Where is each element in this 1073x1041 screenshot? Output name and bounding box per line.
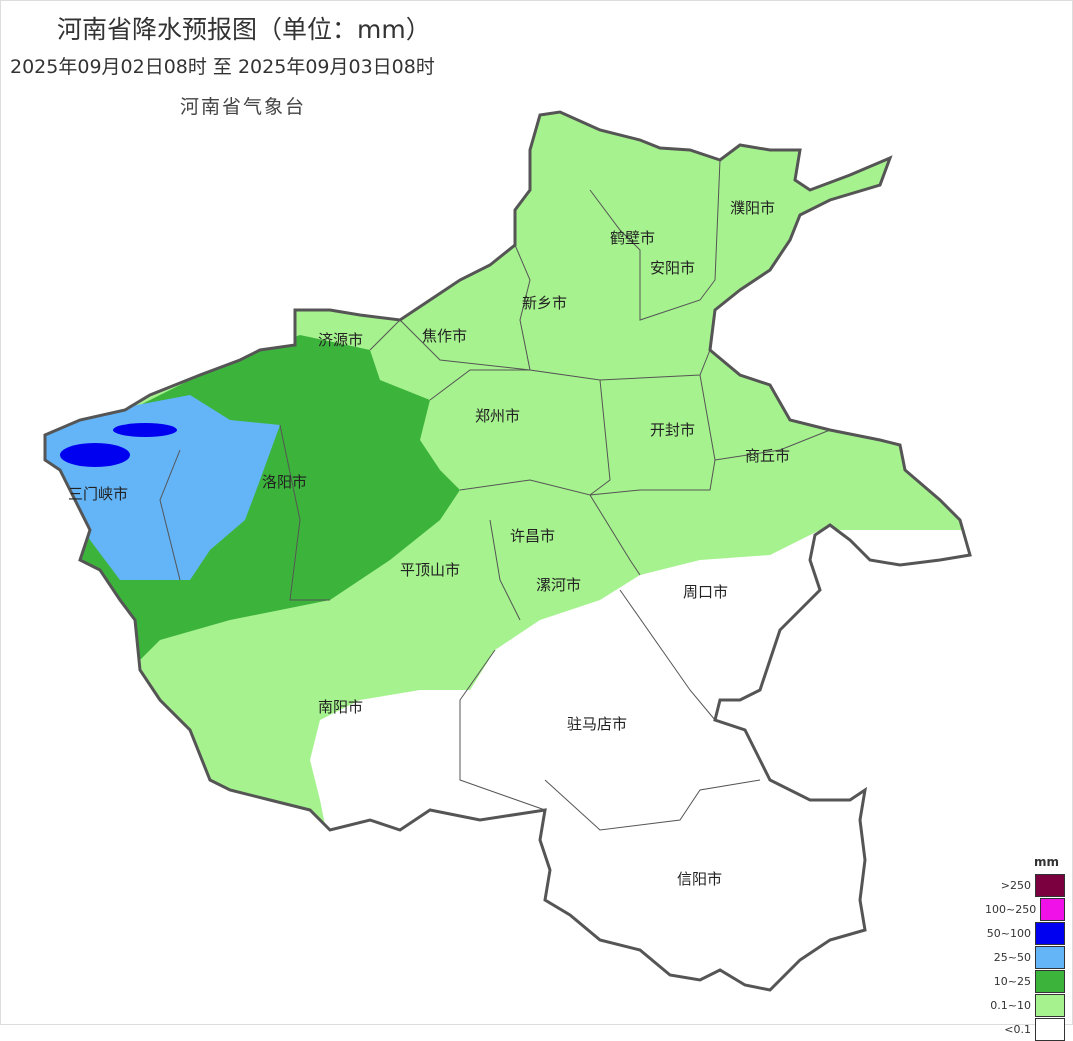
issuer: 河南省气象台 [180,96,307,118]
legend-item: 50~100 [985,921,1065,945]
city-label: 漯河市 [536,576,581,594]
legend-swatch [1035,921,1065,945]
city-label: 平顶山市 [400,561,460,579]
city-boundaries [159,159,831,831]
legend-item: 25~50 [985,945,1065,969]
city-label: 济源市 [318,331,363,349]
legend-label: 50~100 [986,926,1031,940]
legend-swatch [1035,1017,1065,1041]
legend-item: <0.1 [985,1017,1065,1041]
city-label: 新乡市 [522,294,567,312]
legend-item: 0.1~10 [985,993,1065,1017]
map-title: 河南省降水预报图（单位：mm） [57,15,431,44]
city-label: 鹤壁市 [610,229,655,247]
city-label: 洛阳市 [262,473,307,491]
city-label: 三门峡市 [68,485,128,503]
legend-label: 10~25 [993,974,1031,988]
city-label: 信阳市 [677,870,722,888]
forecast-period: 2025年09月02日08时 至 2025年09月03日08时 [10,56,435,78]
city-label: 周口市 [683,583,728,601]
rain-zone-25-50 [45,395,280,580]
city-label: 许昌市 [510,527,555,545]
city-label: 郑州市 [475,407,520,425]
legend: mm >250 100~250 50~100 25~50 10~25 0.1~10 <0.1 [985,855,1065,1041]
legend-swatch [1035,993,1065,1017]
legend-swatch [1035,969,1065,993]
legend-swatch [1035,873,1065,897]
legend-label: 100~250 [985,902,1037,916]
legend-swatch [1040,897,1065,921]
legend-item: >250 [985,873,1065,897]
legend-unit: mm [1033,855,1059,869]
city-label: 商丘市 [745,447,790,465]
legend-label: <0.1 [1004,1022,1031,1036]
legend-swatch [1035,945,1065,969]
legend-label: 25~50 [993,950,1031,964]
city-label: 濮阳市 [730,199,775,217]
legend-item: 10~25 [985,969,1065,993]
city-label: 南阳市 [318,698,363,716]
rain-zone-50-100 [113,423,177,437]
legend-label: >250 [1000,878,1031,892]
rain-zone-50-100 [60,443,130,467]
city-label: 安阳市 [650,259,695,277]
city-label: 驻马店市 [567,715,627,733]
city-label: 焦作市 [422,327,467,345]
city-label: 开封市 [650,421,695,439]
legend-label: 0.1~10 [990,998,1031,1012]
legend-item: 100~250 [985,897,1065,921]
